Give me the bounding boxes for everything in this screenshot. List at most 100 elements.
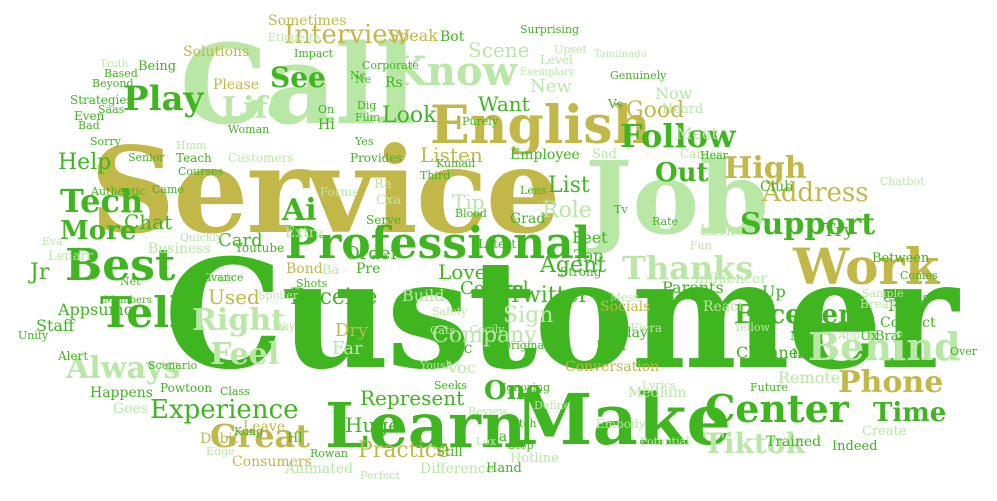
word-today: Today: [606, 325, 648, 341]
word-kung: Kung: [234, 425, 264, 438]
word-film: Film: [355, 111, 381, 124]
word-unify: Unify: [18, 329, 49, 342]
word-eva: Eva: [42, 235, 63, 248]
word-ux: Ux: [860, 329, 879, 344]
word-hmm: Hmm: [176, 139, 207, 152]
word-great: Great: [210, 417, 311, 455]
word-chat: Chat: [124, 210, 173, 234]
word-third: Third: [420, 169, 451, 182]
word-consumers: Consumers: [232, 454, 312, 470]
word-always: Always: [66, 351, 181, 386]
word-strong: Strong: [560, 265, 602, 279]
word-listen: Listen: [420, 143, 483, 167]
word-sample: Sample: [862, 287, 904, 300]
word-dry: Dry: [335, 320, 369, 341]
word-best: Best: [65, 240, 176, 291]
word-leave: Leave: [243, 419, 286, 435]
word-surprising: Surprising: [520, 23, 579, 36]
word-quickly: Quickly: [180, 231, 223, 244]
word-hear: Hear: [700, 149, 728, 162]
word-life: Life: [222, 91, 287, 126]
word-clients: Clients: [883, 291, 930, 306]
word-indeed: Indeed: [832, 439, 878, 454]
word-new: New: [530, 76, 572, 97]
word-remote: Remote: [778, 368, 841, 387]
word-tv: Tv: [614, 203, 628, 216]
word-meet: Meet: [676, 124, 718, 143]
word-help: Help: [58, 150, 112, 175]
word-follow: Follow: [620, 117, 736, 155]
word-tech: Tech: [60, 182, 144, 220]
word-provides: Provides: [350, 151, 403, 165]
word-latest: Latest: [478, 237, 517, 251]
word-excellent: Excellent: [734, 300, 869, 330]
word-dig: Dig: [357, 99, 377, 112]
word-speak: Speak: [388, 26, 438, 45]
word-conversation: Conversation: [565, 359, 660, 375]
word-comes: Comes: [900, 269, 938, 282]
word-ne: Ne: [355, 73, 372, 86]
word-saas: Saas: [98, 103, 125, 116]
word-difference: Difference: [420, 461, 495, 477]
word-goes: Goes: [113, 401, 149, 417]
word-far: Far: [332, 338, 363, 359]
word-hotline: Hotline: [510, 451, 559, 466]
word-even: Even: [74, 109, 105, 123]
word-business: Business: [148, 241, 211, 257]
word-woman: Woman: [228, 123, 270, 136]
word-please: Please: [213, 77, 259, 93]
word-top: Top: [574, 246, 604, 265]
word-lyrics: Lyrics: [642, 379, 676, 392]
word-play: Play: [123, 79, 204, 119]
word-came: Came: [152, 183, 184, 196]
word-safety: Safety: [432, 305, 468, 318]
word-cecily: Cecily: [470, 323, 505, 336]
word-deal: Deal: [596, 339, 627, 354]
word-hl: Hl: [287, 431, 303, 446]
word-english: English: [430, 95, 651, 156]
word-advance: Advance: [196, 271, 244, 284]
word-senior: Senior: [128, 151, 165, 164]
word-jr: Jr: [30, 260, 50, 285]
word-service: Service: [90, 121, 561, 260]
word-behind: Behind: [808, 324, 961, 369]
word-scene: Scene: [468, 38, 530, 62]
word-lens: Lens: [520, 184, 547, 197]
word-agent: Agent: [540, 253, 606, 278]
word-cxa: Cxa: [376, 193, 402, 208]
word-kumail: Kumail: [436, 157, 476, 170]
word-tell: Tell: [100, 288, 186, 337]
word-ra: Ra: [374, 177, 392, 192]
word-high: High: [724, 151, 807, 186]
word-yousk: Yousk: [420, 359, 453, 372]
word-nc: Nc: [350, 69, 366, 82]
word-solutions: Solutions: [183, 44, 250, 60]
word-club: Club: [760, 179, 794, 195]
word-staff: Staff: [36, 316, 75, 335]
word-lenarr: Lenarr: [48, 249, 93, 264]
word-embody: Embody: [596, 417, 646, 431]
word-rate: Rate: [652, 215, 679, 228]
word-address: Address: [762, 178, 869, 208]
word-ca: Ca: [488, 429, 508, 445]
word-channel: Channel: [736, 343, 804, 362]
word-yes: Yes: [355, 135, 374, 148]
word-right: Right: [192, 303, 285, 338]
word-level: Level: [540, 53, 573, 67]
word-mic: Mic: [442, 338, 473, 357]
word-sorry: Sorry: [90, 135, 121, 148]
word-job: Job: [585, 139, 769, 257]
word-hi: Hi: [318, 117, 335, 133]
word-etiquette: Etiquette: [268, 31, 320, 44]
word-twitter: Twitter: [508, 283, 589, 308]
word-control: Control: [460, 278, 529, 299]
word-mess: Mess: [610, 291, 640, 304]
word-represent: Represent: [360, 386, 465, 410]
word-future: Future: [750, 381, 788, 394]
word-rs: Rs: [385, 75, 403, 91]
word-contact: Contact: [880, 315, 936, 331]
word-grad: Grad: [510, 211, 546, 227]
word-bond: Bond: [286, 261, 323, 277]
word-role: Role: [542, 198, 592, 223]
